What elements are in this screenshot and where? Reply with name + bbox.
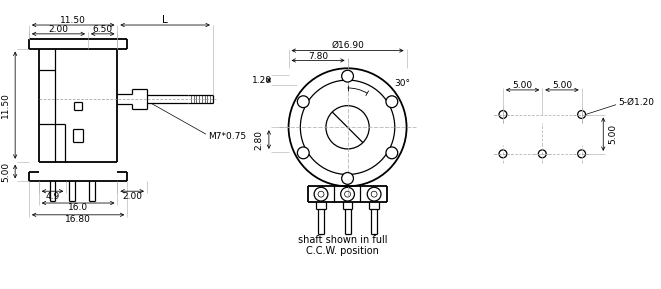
Text: M7*0.75: M7*0.75: [208, 132, 246, 141]
Text: 2.00: 2.00: [48, 25, 69, 34]
Text: 11.50: 11.50: [1, 92, 10, 118]
Circle shape: [386, 96, 398, 108]
Text: 2.80: 2.80: [254, 129, 264, 150]
Text: 5.00: 5.00: [1, 162, 10, 181]
Text: 30°: 30°: [395, 79, 410, 88]
Text: C.C.W. position: C.C.W. position: [306, 246, 379, 256]
Circle shape: [297, 147, 309, 159]
Text: shaft shown in full: shaft shown in full: [298, 235, 387, 245]
Text: 5-Ø1.20: 5-Ø1.20: [618, 98, 654, 107]
Text: 16.0: 16.0: [68, 203, 88, 212]
Text: L: L: [162, 15, 168, 25]
Text: Ø16.90: Ø16.90: [331, 41, 364, 50]
Text: 11.50: 11.50: [60, 16, 86, 25]
Circle shape: [342, 70, 354, 82]
Circle shape: [342, 173, 354, 184]
Circle shape: [297, 96, 309, 108]
Text: 5.00: 5.00: [609, 124, 617, 144]
Text: 7.80: 7.80: [308, 52, 328, 61]
Circle shape: [386, 147, 398, 159]
Text: 5.00: 5.00: [512, 81, 533, 90]
Text: 6.50: 6.50: [93, 25, 113, 34]
Text: 2.00: 2.00: [122, 192, 142, 201]
Text: 4.9: 4.9: [46, 192, 59, 201]
Text: 5.00: 5.00: [552, 81, 572, 90]
Text: 16.80: 16.80: [65, 215, 91, 224]
Text: 1.20: 1.20: [252, 76, 272, 85]
